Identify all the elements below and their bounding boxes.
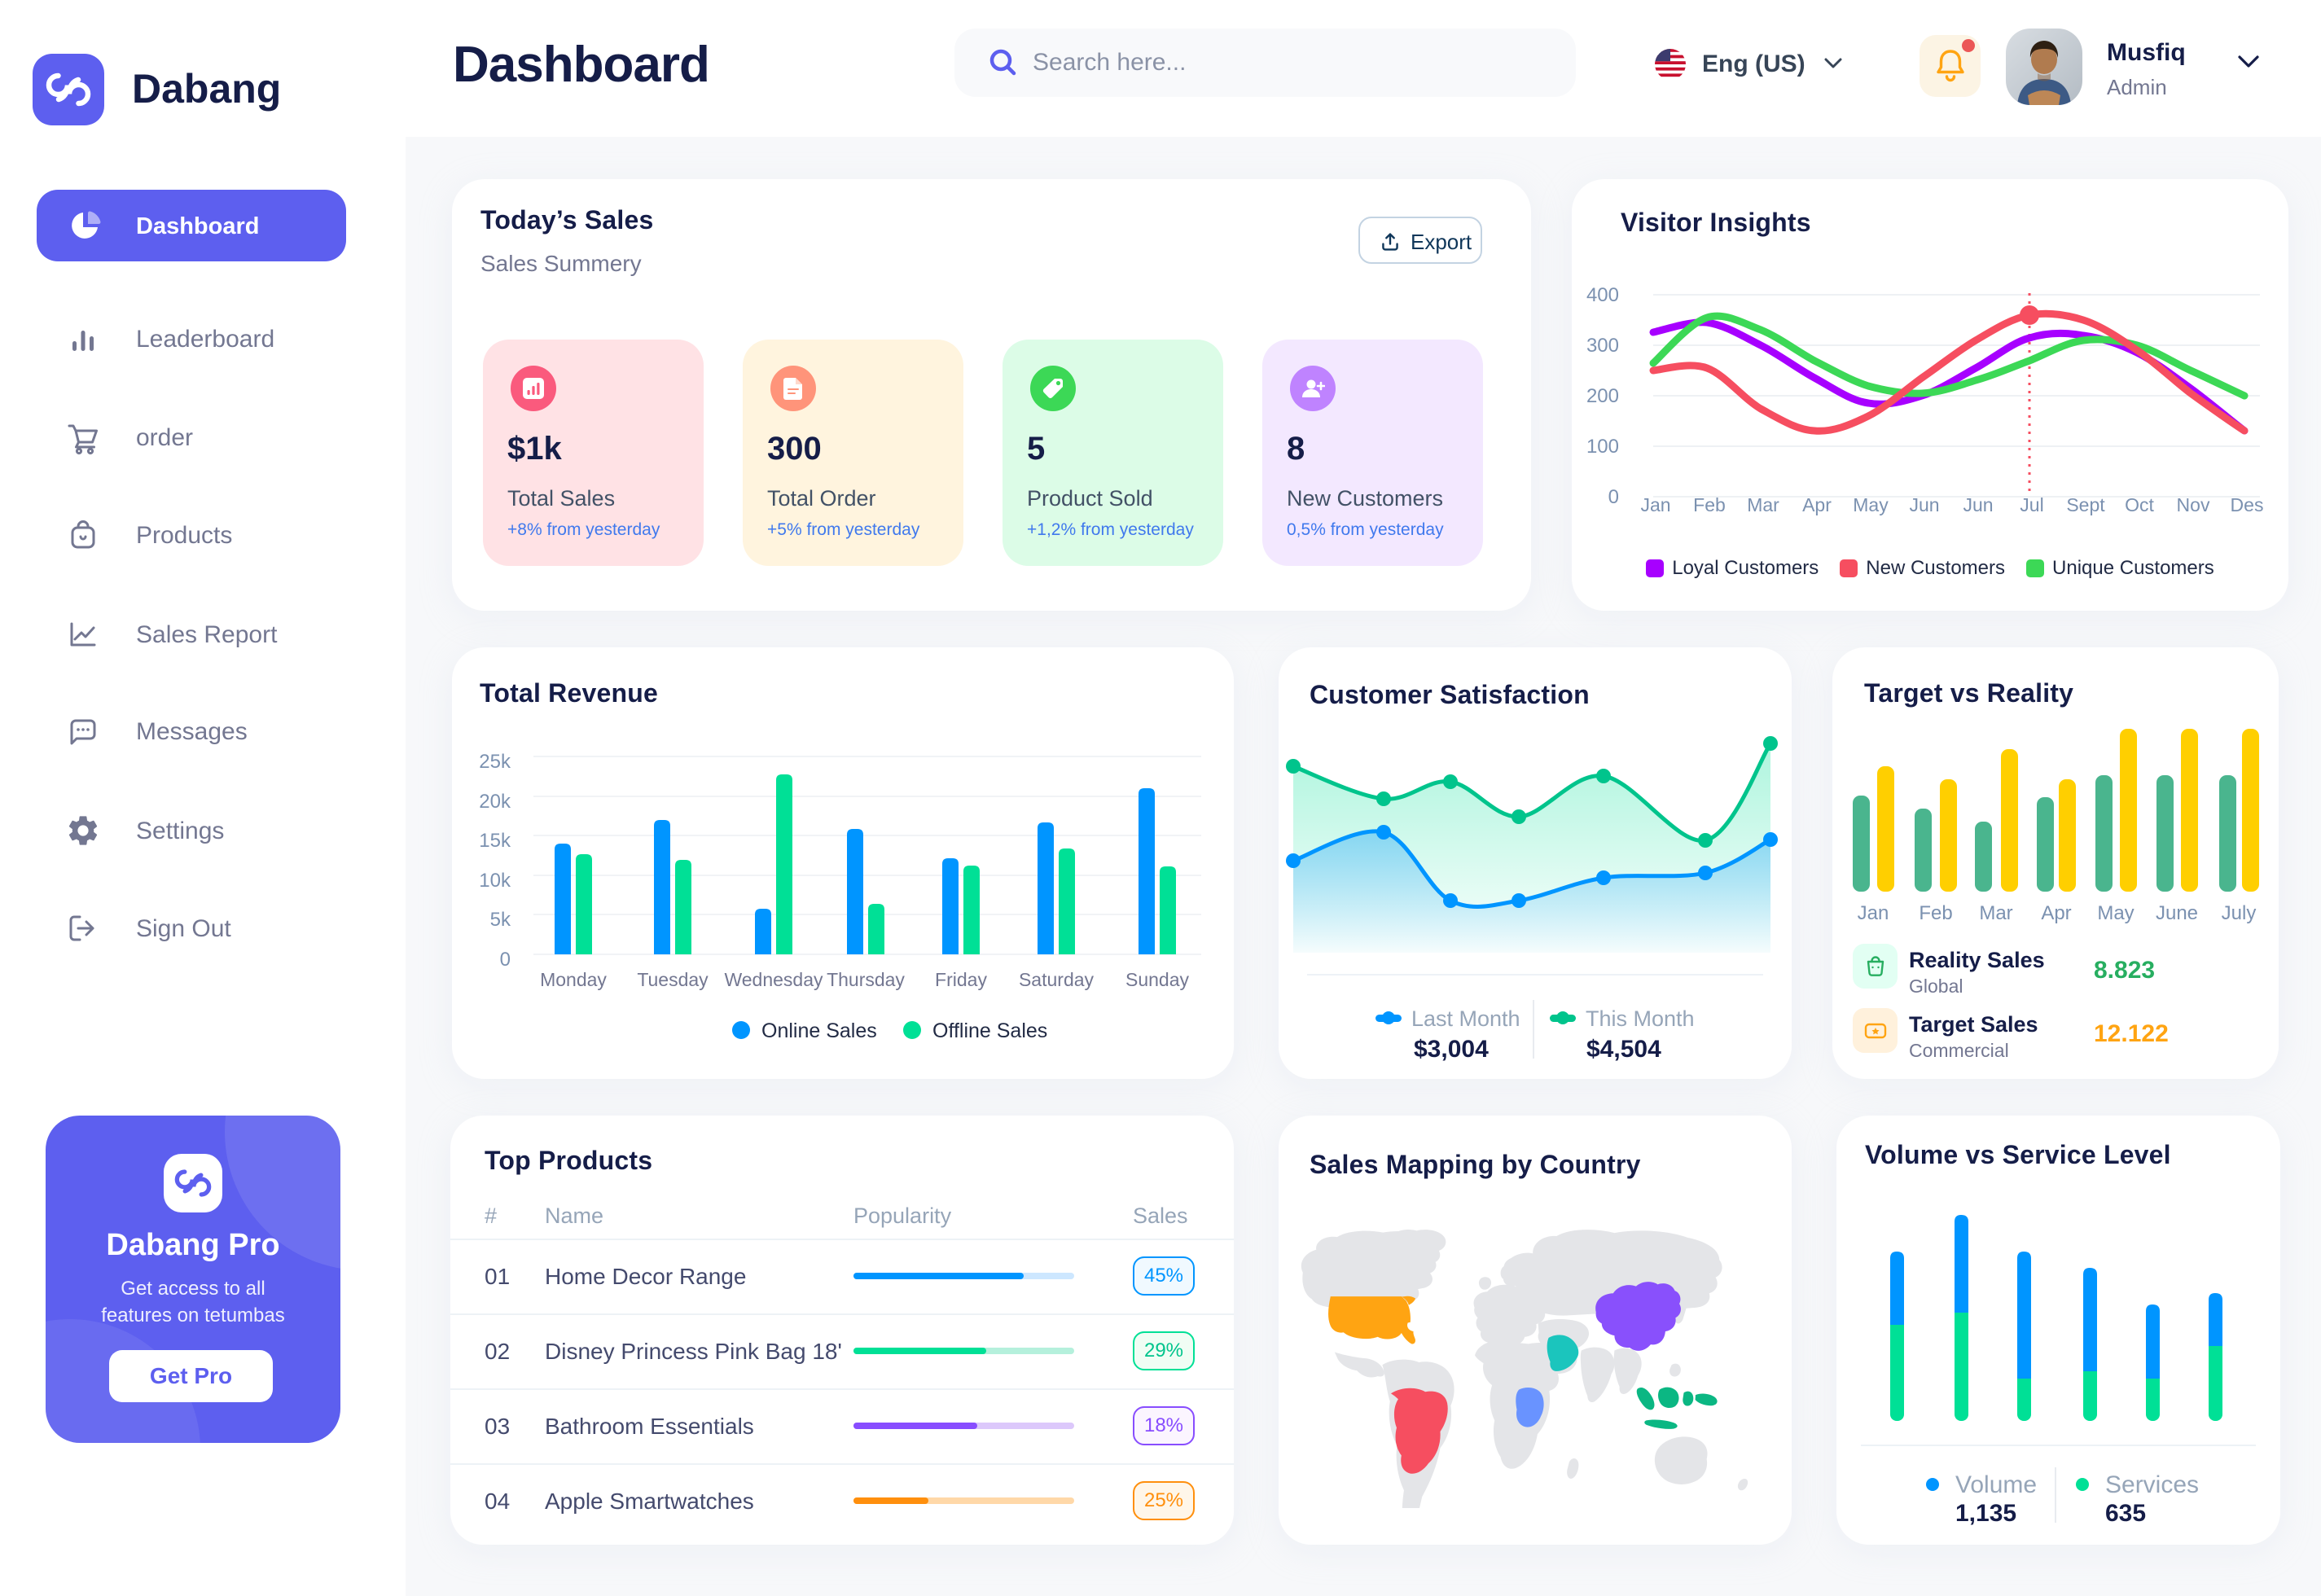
svg-text:400: 400 [1586,284,1619,306]
svg-text:$3,004: $3,004 [1414,1036,1489,1063]
svg-text:300: 300 [1586,335,1619,357]
svg-text:0: 0 [500,949,511,971]
svg-text:Jan: Jan [1858,902,1889,924]
svg-text:Saturday: Saturday [1019,969,1095,990]
svg-text:Nov: Nov [2177,494,2210,515]
svg-text:Tuesday: Tuesday [637,969,709,990]
svg-text:635: 635 [2105,1500,2146,1527]
svg-text:Mar: Mar [1979,902,2012,924]
svg-text:Feb: Feb [1693,494,1726,515]
svg-text:$4,504: $4,504 [1586,1036,1661,1063]
svg-text:Last Month: Last Month [1411,1006,1520,1031]
svg-text:May: May [2097,902,2134,924]
svg-text:0: 0 [1608,486,1619,508]
svg-text:June: June [2156,902,2198,924]
svg-text:Volume: Volume [1955,1471,2037,1498]
svg-text:Friday: Friday [935,969,987,990]
svg-text:Online Sales: Online Sales [761,1019,877,1042]
svg-text:20k: 20k [479,791,511,813]
svg-text:1,135: 1,135 [1955,1500,2016,1527]
svg-text:Offline Sales: Offline Sales [932,1019,1047,1042]
svg-text:Thursday: Thursday [827,969,905,990]
svg-text:5k: 5k [490,909,511,931]
svg-text:Jul: Jul [2020,494,2043,515]
svg-text:Sunday: Sunday [1125,969,1190,990]
svg-text:Apr: Apr [1802,494,1832,515]
svg-text:Jun: Jun [1963,494,1993,515]
svg-text:Wednesday: Wednesday [724,969,823,990]
svg-text:Apr: Apr [2041,902,2071,924]
svg-text:Monday: Monday [540,969,607,990]
svg-text:Mar: Mar [1747,494,1779,515]
svg-text:Jun: Jun [1909,494,1939,515]
svg-text:25k: 25k [479,751,511,773]
svg-text:Des: Des [2231,494,2264,515]
svg-text:Services: Services [2105,1471,2199,1498]
svg-text:July: July [2222,902,2257,924]
svg-text:100: 100 [1586,436,1619,458]
svg-text:Jan: Jan [1640,494,1670,515]
svg-text:Feb: Feb [1919,902,1952,924]
svg-text:May: May [1853,494,1889,515]
svg-text:Oct: Oct [2125,494,2154,515]
svg-text:10k: 10k [479,870,511,892]
svg-text:Sept: Sept [2066,494,2105,515]
svg-text:200: 200 [1586,385,1619,407]
svg-text:This Month: This Month [1586,1006,1695,1031]
svg-text:15k: 15k [479,830,511,852]
